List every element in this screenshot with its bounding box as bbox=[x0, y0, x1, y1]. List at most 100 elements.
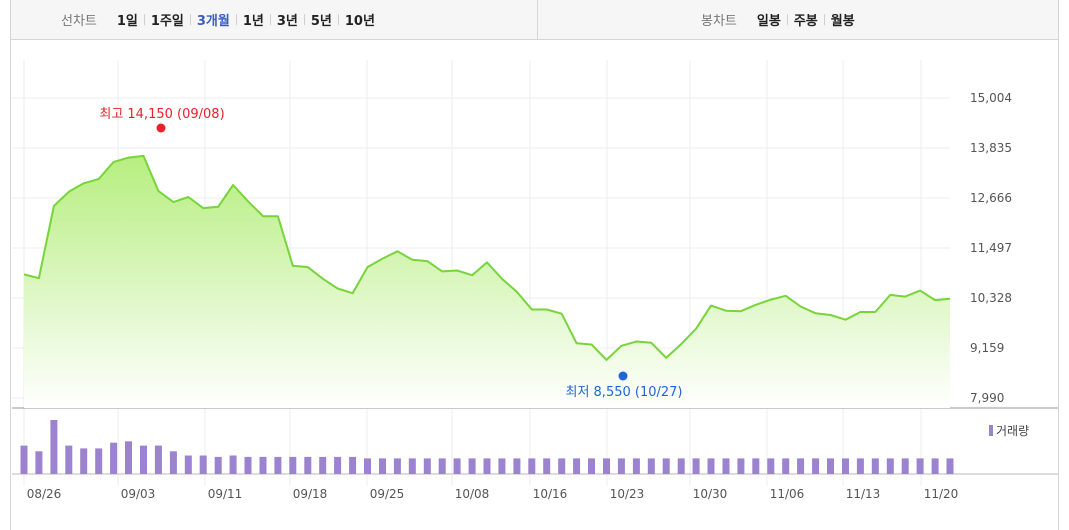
volume-bar bbox=[588, 458, 595, 474]
volume-bar bbox=[140, 445, 147, 474]
volume-bar bbox=[767, 458, 775, 474]
volume-bar bbox=[244, 456, 252, 474]
volume-bar bbox=[50, 420, 58, 474]
volume-bar bbox=[707, 458, 715, 474]
volume-bar bbox=[214, 456, 222, 474]
high-label: 최고 14,150 (09/08) bbox=[99, 107, 224, 122]
volume-bar bbox=[304, 456, 312, 474]
toolbar-divider bbox=[143, 13, 145, 25]
x-tick-label: 08/26 bbox=[27, 487, 62, 501]
volume-bar bbox=[154, 445, 162, 474]
price-area bbox=[23, 154, 951, 408]
volume-bar bbox=[647, 458, 655, 474]
low-label: 최저 8,550 (10/27) bbox=[565, 385, 682, 400]
volume-bar bbox=[20, 445, 28, 474]
x-tick-label: 10/16 bbox=[533, 487, 568, 501]
volume-bar bbox=[827, 458, 834, 474]
period-tab-0[interactable]: 1일 bbox=[116, 13, 138, 29]
volume-bar bbox=[722, 458, 730, 474]
volume-bar bbox=[543, 458, 551, 474]
volume-legend: 거래량 bbox=[989, 424, 1029, 438]
candle-tab-2[interactable]: 월봉 bbox=[830, 13, 855, 29]
volume-bar bbox=[842, 458, 849, 474]
x-tick-label: 11/13 bbox=[846, 487, 881, 501]
volume-bar bbox=[80, 448, 88, 474]
high-marker bbox=[156, 123, 166, 133]
candle-chart-label: 봉차트 bbox=[701, 13, 737, 29]
volume-bar bbox=[871, 458, 879, 474]
period-tab-2[interactable]: 3개월 bbox=[196, 13, 230, 29]
volume-bar bbox=[184, 455, 192, 474]
y-tick-label: 11,497 bbox=[970, 241, 1012, 255]
period-tab-5[interactable]: 5년 bbox=[310, 13, 332, 29]
volume-bar bbox=[558, 458, 566, 474]
toolbar-separator bbox=[537, 0, 538, 39]
x-tick-label: 11/06 bbox=[770, 487, 805, 501]
x-tick-label: 09/25 bbox=[370, 487, 405, 501]
volume-bars bbox=[20, 420, 954, 474]
volume-bar bbox=[752, 458, 760, 474]
volume-bar bbox=[364, 458, 371, 474]
volume-bar bbox=[692, 458, 700, 474]
volume-bar bbox=[199, 455, 207, 474]
x-tick-label: 09/03 bbox=[121, 487, 156, 501]
chart-toolbar: 선차트 1일 1주일 3개월 1년 3년 5년 10년 봉차트 일봉 주봉 월봉 bbox=[10, 0, 1059, 40]
volume-bar bbox=[812, 458, 820, 474]
volume-bar bbox=[274, 456, 282, 474]
volume-bar bbox=[110, 442, 118, 474]
volume-legend-swatch bbox=[989, 425, 993, 436]
volume-bar bbox=[423, 458, 431, 474]
volume-bar bbox=[393, 458, 401, 474]
line-chart-label: 선차트 bbox=[61, 13, 97, 29]
x-tick-label: 10/08 bbox=[455, 487, 490, 501]
volume-bar bbox=[229, 455, 237, 474]
volume-bar bbox=[931, 458, 939, 474]
volume-bar bbox=[916, 458, 924, 474]
volume-bar bbox=[334, 456, 342, 474]
volume-bar bbox=[513, 458, 521, 474]
candle-tab-1[interactable]: 주봉 bbox=[793, 13, 818, 29]
x-tick-label: 11/20 bbox=[924, 487, 959, 501]
volume-legend-label: 거래량 bbox=[996, 424, 1029, 438]
volume-bar bbox=[95, 448, 103, 474]
volume-bar bbox=[797, 458, 805, 474]
volume-bar bbox=[498, 458, 506, 474]
chart-frame bbox=[10, 0, 1059, 530]
volume-bar bbox=[677, 458, 685, 474]
y-tick-label: 12,666 bbox=[970, 191, 1012, 205]
volume-bar bbox=[946, 458, 954, 474]
y-tick-label: 10,328 bbox=[970, 291, 1012, 305]
volume-bar bbox=[782, 458, 790, 474]
volume-bar bbox=[856, 458, 864, 474]
volume-bar bbox=[603, 458, 610, 474]
period-tab-3[interactable]: 1년 bbox=[242, 13, 264, 29]
period-tab-6[interactable]: 10년 bbox=[344, 13, 375, 29]
period-tab-4[interactable]: 3년 bbox=[276, 13, 298, 29]
volume-bar bbox=[259, 456, 267, 474]
candle-tab-0[interactable]: 일봉 bbox=[756, 13, 781, 29]
volume-bar bbox=[438, 458, 446, 474]
price-axis-ticks: 15,004 13,835 12,666 11,497 10,328 9,159 7,990 bbox=[970, 91, 1012, 405]
volume-bar bbox=[408, 458, 416, 474]
toolbar-divider bbox=[235, 13, 237, 25]
volume-bar bbox=[573, 458, 581, 474]
y-tick-label: 7,990 bbox=[970, 391, 1004, 405]
y-tick-label: 15,004 bbox=[970, 91, 1012, 105]
x-tick-label: 09/11 bbox=[208, 487, 243, 501]
volume-bar bbox=[737, 458, 745, 474]
volume-bar bbox=[901, 458, 909, 474]
period-tab-1[interactable]: 1주일 bbox=[150, 13, 184, 29]
volume-bar bbox=[125, 441, 132, 474]
volume-bar bbox=[528, 458, 536, 474]
volume-bar bbox=[349, 456, 357, 474]
volume-bar bbox=[886, 458, 894, 474]
volume-bar bbox=[617, 458, 625, 474]
volume-bar bbox=[65, 445, 73, 474]
date-axis-ticks: 08/26 09/03 09/11 09/18 09/25 10/08 10/16 10/23… bbox=[27, 487, 959, 501]
y-tick-label: 13,835 bbox=[970, 141, 1012, 155]
x-tick-label: 09/18 bbox=[293, 487, 328, 501]
toolbar-divider bbox=[823, 13, 825, 25]
volume-bar bbox=[289, 456, 297, 474]
price-line bbox=[23, 154, 951, 361]
